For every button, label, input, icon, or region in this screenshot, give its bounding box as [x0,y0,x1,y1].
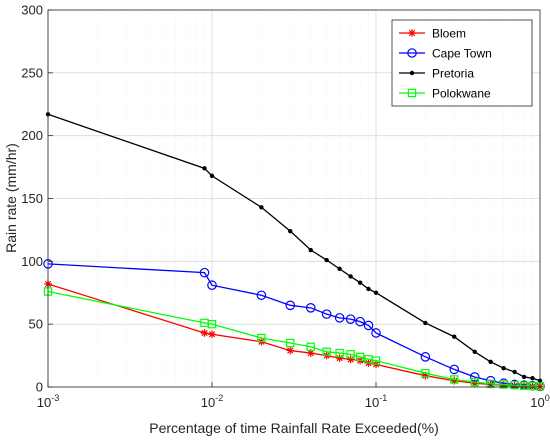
data-point-bloem [306,349,315,357]
data-point-pretoria [308,247,313,253]
data-point-bloem [200,329,209,337]
data-point-pretoria [423,320,428,326]
data-point-bloem [346,355,355,364]
legend-marker-pretoria [409,70,415,76]
legend-label-polokwane: Polokwane [432,87,491,101]
legend-entry-cape-town: Cape Town [399,47,492,61]
data-point-cape-town [355,316,365,327]
y-tick-label: 0 [36,380,43,395]
data-point-polokwane [499,380,508,389]
legend-marker-cape-town [407,48,417,58]
series-polokwane [43,287,545,391]
data-point-cape-town [345,314,356,324]
data-point-polokwane [257,333,266,343]
legend-entry-bloem: Bloem [399,27,466,41]
x-tick-label: 100 [530,393,549,410]
y-axis-label: Rain rate (mm/hr) [3,143,19,253]
data-point-pretoria [530,376,535,381]
legend-label-bloem: Bloem [432,27,466,41]
data-point-polokwane [355,352,365,362]
data-point-cape-town [363,320,374,331]
data-point-pretoria [357,280,363,285]
x-tick-label: 10-3 [37,393,59,410]
series-layer [43,112,545,392]
data-point-pretoria [209,173,215,179]
x-axis-label: Percentage of time Rainfall Rate Exceede… [149,420,438,436]
data-point-cape-town [334,313,345,323]
data-point-polokwane [346,350,355,359]
series-pretoria [45,112,543,383]
data-point-cape-town [256,290,267,301]
data-point-polokwane [519,381,529,390]
legend-marker-bloem [408,29,416,37]
data-point-pretoria [521,374,527,380]
data-point-cape-town [420,352,431,362]
data-point-cape-town [469,372,480,382]
data-point-bloem [208,330,216,339]
data-point-polokwane [450,375,459,384]
y-tick-label: 200 [21,128,43,143]
data-point-polokwane [510,380,519,390]
data-point-pretoria [288,228,293,234]
data-point-polokwane [470,377,479,387]
data-point-pretoria [488,359,493,365]
data-point-cape-town [285,300,296,311]
x-tick-label: 10-1 [365,393,387,410]
data-point-polokwane [286,338,295,348]
data-point-cape-town [449,364,460,375]
data-point-polokwane [207,319,217,329]
y-tick-label: 50 [29,317,43,332]
y-tick-label: 150 [21,191,43,206]
data-point-polokwane [486,379,495,389]
data-point-bloem [450,376,459,385]
data-point-pretoria [501,365,506,371]
data-point-bloem [421,371,430,380]
y-tick-label: 100 [21,254,43,269]
data-point-pretoria [202,166,207,171]
data-point-cape-town [321,309,332,319]
legend: Bloem Cape Town Pretoria Polokwane [391,19,533,107]
data-point-pretoria [373,290,379,295]
data-point-polokwane [421,368,430,378]
x-tick-label: 10-2 [201,393,223,410]
data-point-cape-town [371,328,381,338]
data-point-polokwane [306,342,315,351]
data-point-polokwane [371,356,381,365]
data-point-bloem [286,346,295,355]
data-point-cape-town [199,267,210,278]
y-tick-label: 300 [21,3,43,18]
data-point-cape-town [305,303,316,313]
data-point-pretoria [324,257,329,263]
data-point-polokwane [335,348,344,358]
legend-entry-polokwane: Polokwane [399,87,491,101]
legend-entry-pretoria: Pretoria [399,67,474,81]
data-point-pretoria [512,369,517,375]
data-point-pretoria [452,334,457,339]
data-point-pretoria [337,266,342,272]
data-point-pretoria [366,286,371,292]
data-point-bloem [470,379,479,388]
legend-marker-polokwane [407,88,417,98]
data-point-pretoria [259,205,264,210]
legend-label-pretoria: Pretoria [432,67,474,81]
legend-box [391,19,533,107]
data-point-pretoria [348,274,353,279]
data-point-bloem [335,354,344,362]
data-point-polokwane [322,347,331,357]
axis-ticks: 0 50 100 150 200 250 300 10-3 10-2 10-1 100 [21,3,549,411]
legend-label-cape-town: Cape Town [432,47,492,61]
data-point-cape-town [207,280,217,291]
data-point-pretoria [472,349,477,355]
y-tick-label: 250 [21,65,43,80]
